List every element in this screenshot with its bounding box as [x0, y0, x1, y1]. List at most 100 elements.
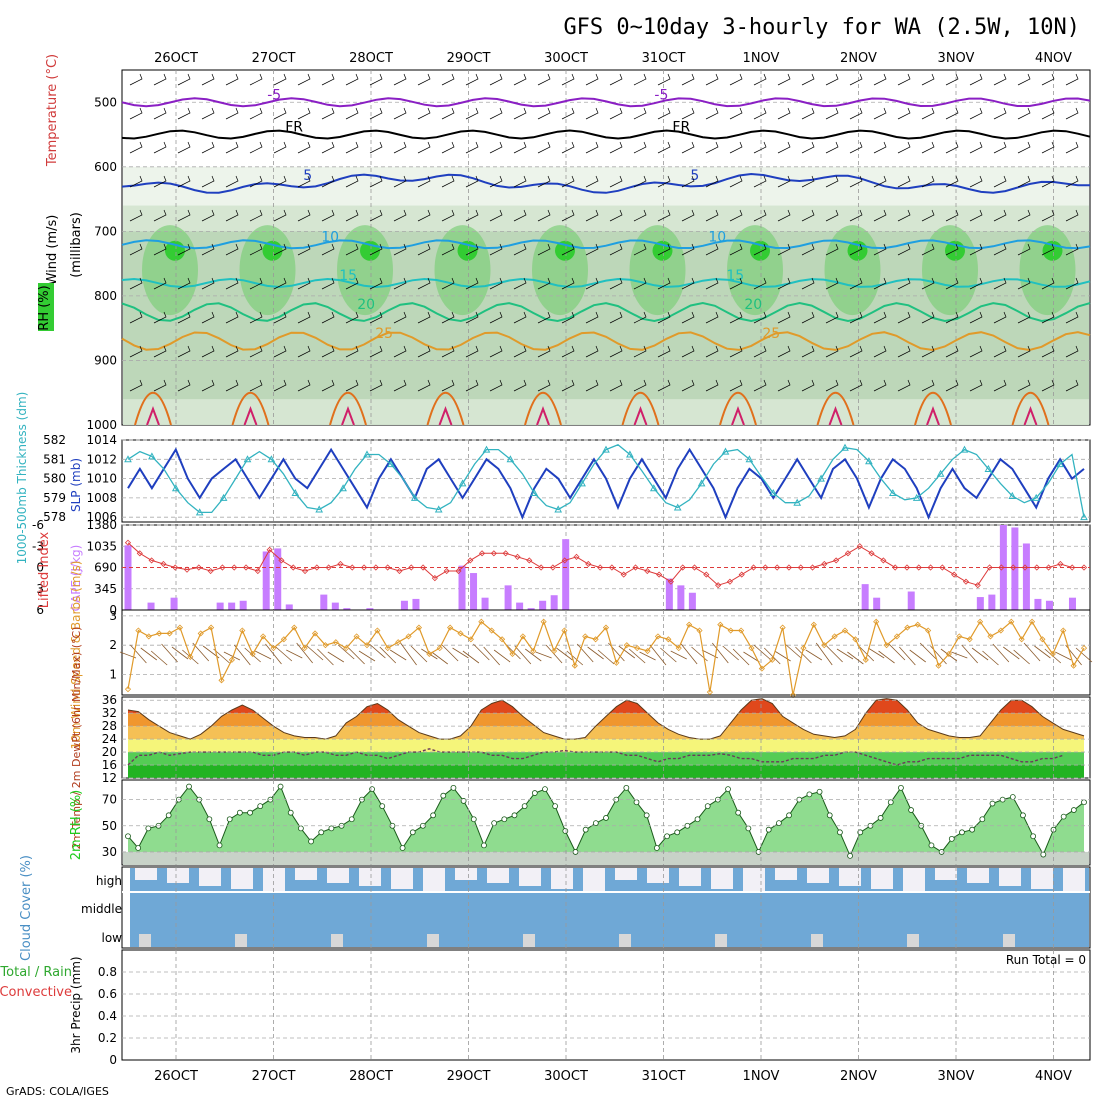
run-total-label: Run Total = 0 [1006, 953, 1086, 967]
thickness-point [936, 469, 945, 477]
cape-bar [504, 585, 512, 610]
wind-barb [465, 107, 479, 120]
wind-barb [369, 277, 383, 290]
temp-tick-label: 24 [102, 732, 117, 746]
wind-speed-point [613, 659, 620, 666]
wind-speed-point [1070, 662, 1077, 669]
isotherm-label: 15 [726, 268, 744, 284]
wind-barb-10m [140, 647, 158, 661]
wind-frame [121, 609, 1091, 696]
wind-barb [177, 277, 191, 290]
wind-barb-10m [265, 643, 282, 665]
pressure-tick-label: 1000 [86, 418, 117, 432]
wind-speed-point [530, 647, 537, 655]
li-point [667, 578, 674, 585]
rh2m-point [969, 826, 976, 833]
wind-barb [201, 107, 215, 120]
wind-barb [897, 73, 911, 86]
cloud-high-gap [999, 868, 1021, 886]
wind-barb [465, 141, 479, 154]
li-point [526, 557, 533, 564]
wind-barb-10m [400, 642, 417, 666]
isotherm-line [121, 172, 1090, 194]
wind-speed-point [156, 630, 163, 637]
pressure-tick-label: 700 [94, 224, 117, 238]
wind-barb [1017, 73, 1031, 86]
li-tick-label: 6 [36, 603, 44, 617]
wind-barb [489, 311, 503, 324]
wind-barb [561, 243, 575, 256]
rh2m-point [328, 825, 335, 832]
cloud-high-gap [775, 868, 797, 880]
rh2m-point [511, 812, 518, 819]
rh-moist-cell [824, 225, 881, 316]
wind-barb [273, 141, 287, 154]
wind-barb [1065, 141, 1079, 154]
wind-barb [177, 107, 191, 120]
wind-barb [705, 243, 719, 256]
wind-barb [585, 141, 599, 154]
wind-barb [153, 379, 167, 392]
wind-barb [273, 175, 287, 188]
wind-barb [225, 107, 239, 120]
thickness-point [315, 505, 324, 513]
wind-barb [369, 107, 383, 120]
wind-barb [585, 311, 599, 324]
wind-barb [393, 243, 407, 256]
wind-barb [849, 311, 863, 324]
wind-barb [921, 277, 935, 290]
rh2m-point [1070, 807, 1077, 813]
wind-speed-point [904, 624, 911, 631]
li-point [785, 564, 793, 571]
wind-barb [585, 209, 599, 222]
wind-barb [129, 345, 143, 358]
cloud-cover-fill [130, 868, 1089, 947]
wind-barb [441, 209, 455, 222]
rh2m-point [857, 829, 864, 836]
rh2m-point [674, 829, 681, 836]
thickness-point [482, 445, 491, 453]
wind-barb [225, 243, 239, 256]
wind-barb [345, 175, 359, 188]
cloud-high-gap [423, 868, 445, 892]
wind-barb [153, 311, 167, 324]
wind-barb-10m [971, 647, 989, 661]
wind-barb [1041, 141, 1055, 154]
wind-barb [465, 311, 479, 324]
cape-tick-label: 690 [94, 561, 117, 575]
wind-barb [705, 311, 719, 324]
wind-barb-10m [369, 643, 386, 659]
thickness-point [124, 455, 132, 463]
wind-speed-line [127, 619, 1085, 696]
thickness-point [219, 493, 228, 501]
wind-barb [801, 209, 815, 222]
wind-speed-point [769, 656, 776, 663]
wind-barb [681, 141, 695, 154]
wind-barb [465, 209, 479, 222]
wind-barb [441, 175, 455, 188]
li-point [986, 564, 993, 571]
cloud-high-gap [359, 868, 381, 886]
wind-barb [825, 175, 839, 188]
wind-barb [801, 141, 815, 154]
rh2m-point [542, 786, 548, 793]
wind-barb [489, 107, 503, 120]
wind-barb [441, 379, 455, 392]
thickness-point [506, 455, 515, 463]
wind-barb-10m [743, 651, 760, 663]
wind-barb-10m [618, 645, 636, 659]
li-point [833, 557, 840, 564]
pressure-tick-label: 800 [94, 289, 117, 303]
temp-band [128, 765, 1084, 778]
wind-barb [921, 209, 935, 222]
wind-barb [201, 311, 215, 324]
wind-barb [849, 175, 863, 188]
wind-barb [801, 379, 815, 392]
wind-barb-10m [639, 651, 656, 661]
cape-bar [320, 594, 328, 610]
wind-barb-10m [1003, 646, 1020, 660]
rh2m-point [877, 815, 884, 821]
wind-barb [753, 73, 767, 86]
rh2m-point [399, 845, 406, 851]
wind-speed-point [706, 689, 713, 696]
